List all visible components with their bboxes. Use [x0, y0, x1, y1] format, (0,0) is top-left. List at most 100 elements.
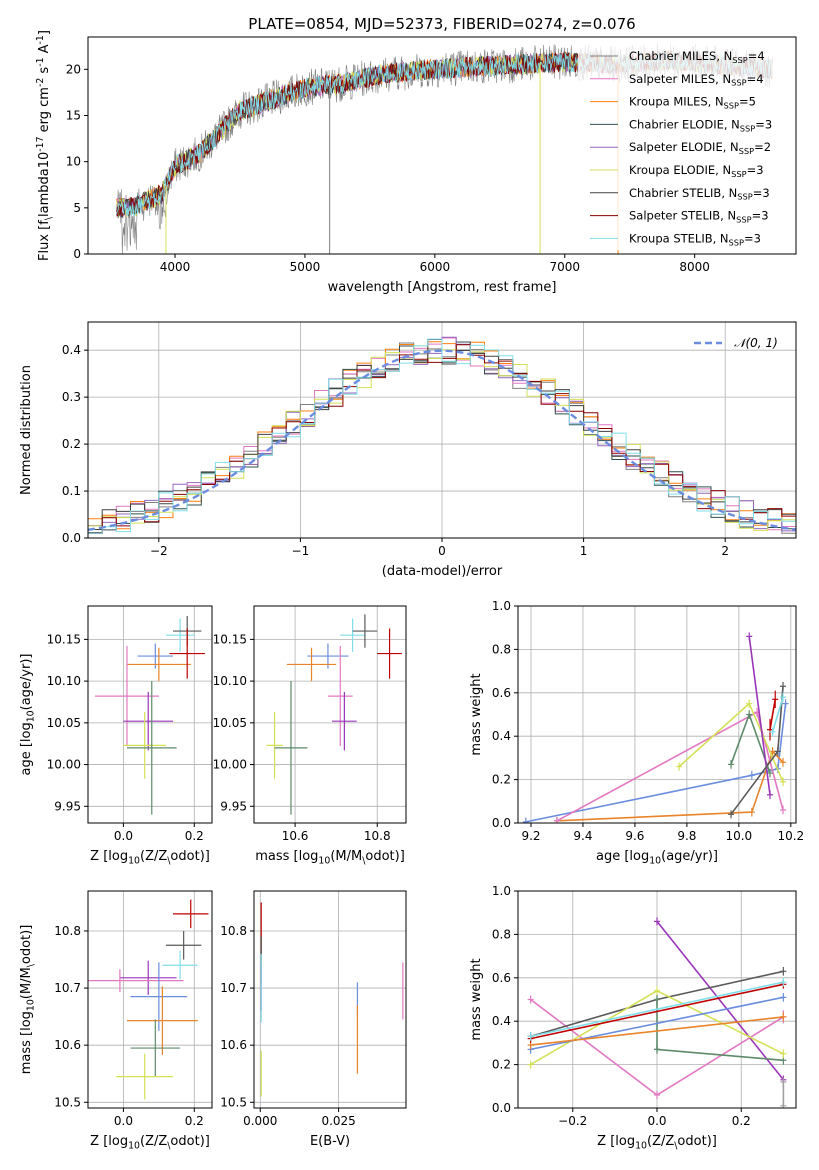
y-tick-label: 0.2: [492, 1058, 511, 1072]
y-tick-label: 1.0: [492, 599, 511, 613]
x-tick-label: 9.6: [625, 829, 644, 843]
legend-label: Kroupa MILES, NSSP​=5: [629, 95, 756, 111]
errorbar-point-5: [95, 646, 159, 747]
y-tick-label: 1.0: [492, 884, 511, 898]
panel-age-vs-Z: 0.0 0.2 9.95 10.00 10.05 10.10 10.15 Z [log10​(…: [19, 605, 213, 866]
weight-series-4: [728, 710, 774, 778]
y-tick-label: 0: [73, 247, 81, 261]
errorbar-point-4: [169, 628, 205, 679]
y-tick-label: 10.6: [220, 1038, 247, 1052]
x-tick-label: 0.025: [321, 1114, 355, 1128]
y-tick-label: 10.15: [47, 632, 81, 646]
weight-line: [530, 981, 784, 1038]
errorbar-point-2: [162, 950, 198, 980]
legend-label: Salpeter STELIB, NSSP​=3: [629, 209, 769, 225]
x-tick-label: 10.0: [725, 829, 752, 843]
errorbar-point-2: [340, 618, 365, 652]
weight-line: [656, 920, 785, 1081]
errorbar-point-6: [126, 986, 198, 1055]
y-tick-label: 0.4: [492, 729, 511, 743]
y-tick-label: 0.0: [492, 816, 511, 830]
weight-series-6: [728, 681, 787, 819]
x-axis-label: age [log10​(age/yr)]: [596, 849, 718, 866]
axes-frame: [517, 605, 797, 824]
errorbar-point-2: [165, 618, 195, 652]
x-tick-label: −2: [150, 544, 168, 558]
y-tick-label: 0.4: [62, 343, 81, 357]
errorbar-point-0: [173, 899, 209, 929]
x-axis-label: mass [log10​(M/M\​odot)]: [255, 849, 405, 866]
x-axis-label: Z [log10​(Z/Z\​odot)]: [597, 1134, 717, 1151]
plot-area-age-vs-mass: [266, 614, 402, 815]
x-tick-label: −1: [292, 544, 310, 558]
weight-line: [769, 699, 776, 730]
legend-label: Kroupa ELODIE, NSSP​=3: [629, 163, 764, 179]
y-tick-label: 10.7: [54, 981, 81, 995]
x-tick-label: 10.8: [364, 829, 391, 843]
y-tick-label: 10.10: [47, 674, 81, 688]
x-tick-label: −0.2: [558, 1114, 587, 1128]
legend-label: 𝒩(0, 1): [734, 336, 778, 350]
x-tick-label: 9.8: [677, 829, 696, 843]
x-axis-label: Z [log10​(Z/Z\​odot)]: [90, 849, 210, 866]
weight-line: [656, 1048, 784, 1062]
y-tick-label: 0.6: [492, 686, 511, 700]
y-tick-label: 0.0: [62, 531, 81, 545]
y-tick-label: 10.15: [213, 632, 247, 646]
x-tick-label: 0.0: [647, 1114, 666, 1128]
x-tick-label: 5000: [290, 260, 321, 274]
x-axis-label: Z [log10​(Z/Z\​odot)]: [90, 1134, 210, 1151]
y-tick-label: 10.00: [213, 758, 247, 772]
weight-series-2: [553, 707, 787, 823]
x-tick-label: 1: [580, 544, 588, 558]
y-tick-label: 10.8: [220, 924, 247, 938]
x-tick-label: 10.6: [282, 829, 309, 843]
x-tick-label: 0.000: [243, 1114, 277, 1128]
x-axis-label: wavelength [Angstrom, rest frame]: [328, 280, 557, 295]
y-tick-label: 20: [66, 62, 81, 76]
plot-area-mass-vs-Z: [88, 899, 209, 1100]
axes-frame: [253, 605, 407, 824]
weight-series-9: [527, 977, 787, 1041]
panel-mass-vs-Z: 0.0 0.2 10.5 10.6 10.7 10.8 Z [log10​(Z/Z\​odo…: [19, 890, 213, 1151]
errorbar-point-3: [352, 614, 378, 648]
legend-label: Salpeter ELODIE, NSSP​=2: [629, 140, 771, 156]
errorbar-point-7: [266, 711, 283, 779]
y-tick-label: 10.00: [47, 758, 81, 772]
x-tick-label: 4000: [160, 260, 191, 274]
legend-label: Chabrier MILES, NSSP​=4: [629, 49, 765, 65]
y-tick-label: 10.6: [54, 1038, 81, 1052]
x-tick-label: 0.0: [114, 829, 133, 843]
y-tick-label: 0.4: [492, 1014, 511, 1028]
histogram-8: [88, 338, 796, 534]
legend-label: Chabrier STELIB, NSSP​=3: [629, 186, 770, 202]
axes-frame: [87, 605, 213, 824]
y-axis-label: Normed distribution: [19, 365, 34, 495]
panel-spectrum: 4000 5000 6000 7000 8000 0 5 10 15 20 wavelength […: [35, 30, 797, 295]
y-tick-label: 0.6: [492, 971, 511, 985]
x-tick-label: 8000: [679, 260, 710, 274]
panel-residuals: −2 −1 0 1 2 0.0 0.1 0.2 0.3 0.4 (data-model)/error…: [19, 321, 797, 579]
normal-curve: [88, 349, 796, 531]
plot-area-age-vs-Z: [95, 616, 205, 815]
y-axis-label: mass weight: [469, 673, 484, 755]
weight-line: [556, 749, 784, 822]
errorbar-point-4: [377, 628, 402, 679]
errorbar-point-5: [130, 962, 188, 1031]
y-tick-label: 10.05: [47, 716, 81, 730]
y-tick-label: 9.95: [220, 799, 247, 813]
axes-frame: [87, 36, 797, 255]
errorbar-point-7: [130, 1019, 181, 1077]
y-tick-label: 10.8: [54, 924, 81, 938]
errorbar-point-8: [274, 681, 308, 815]
weight-line: [771, 696, 784, 733]
y-tick-label: 10.5: [220, 1095, 247, 1109]
plot-area-weight-vs-age: [522, 632, 789, 823]
legend-label: Salpeter MILES, NSSP​=4: [629, 72, 764, 88]
weight-series-5: [746, 632, 774, 800]
errorbar-point-7: [123, 711, 166, 779]
errorbar-point-1: [286, 647, 337, 682]
errorbar-point-8: [126, 681, 177, 815]
y-axis-label: mass [log10​(M/M\​odot)]: [19, 925, 36, 1075]
